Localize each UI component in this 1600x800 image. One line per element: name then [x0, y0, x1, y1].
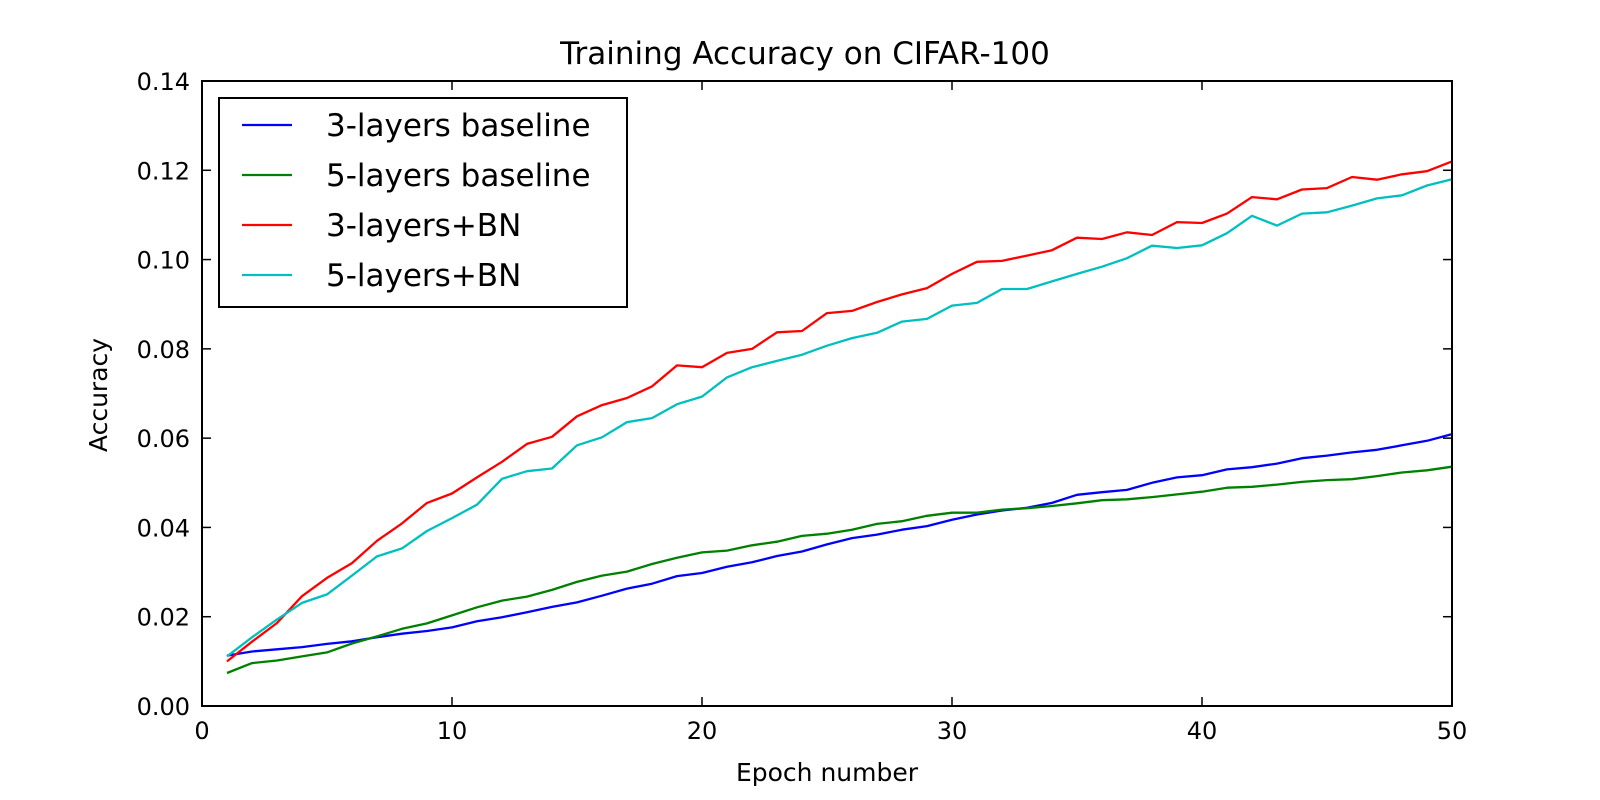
- series-line-5-layers-bn: [226, 178, 1453, 658]
- y-tick-label: 0.10: [137, 247, 190, 275]
- x-axis-label: Epoch number: [736, 758, 919, 787]
- plot-lines: [226, 160, 1453, 675]
- y-tick-label: 0.04: [137, 514, 190, 542]
- y-tick-label: 0.12: [137, 157, 190, 185]
- series-line-3-layers-baseline: [226, 432, 1453, 657]
- series-line-5-layers-baseline: [226, 465, 1453, 675]
- series-line-3-layers-bn: [226, 160, 1453, 663]
- legend-box: [218, 97, 628, 308]
- chart-title: Training Accuracy on CIFAR-100: [559, 36, 1050, 72]
- legend: 3-layers baseline 5-layers baseline 3-laye…: [218, 97, 628, 308]
- axis-ticks: 0 10 20 30 40 50 0.00 0.02 0.04 0.06 0.08 0.10 0.12 0…: [137, 68, 1468, 745]
- y-tick-label: 0.08: [137, 336, 190, 364]
- legend-label-3-layers-baseline: 3-layers baseline: [326, 108, 591, 144]
- y-axis-label: Accuracy: [84, 338, 113, 452]
- x-tick-label: 20: [687, 717, 718, 745]
- y-tick-label: 0.06: [137, 425, 190, 453]
- legend-label-5-layers-baseline: 5-layers baseline: [326, 158, 591, 194]
- plot-frame: [201, 80, 1453, 707]
- x-tick-label: 50: [1437, 717, 1468, 745]
- x-tick-label: 40: [1187, 717, 1218, 745]
- x-tick-label: 10: [437, 717, 468, 745]
- legend-label-5-layers-bn: 5-layers+BN: [326, 258, 521, 294]
- y-tick-label: 0.02: [137, 604, 190, 632]
- x-tick-label: 30: [937, 717, 968, 745]
- legend-label-3-layers-bn: 3-layers+BN: [326, 208, 521, 244]
- y-tick-label: 0.00: [137, 693, 190, 721]
- y-tick-label: 0.14: [137, 68, 190, 96]
- x-tick-label: 0: [194, 717, 209, 745]
